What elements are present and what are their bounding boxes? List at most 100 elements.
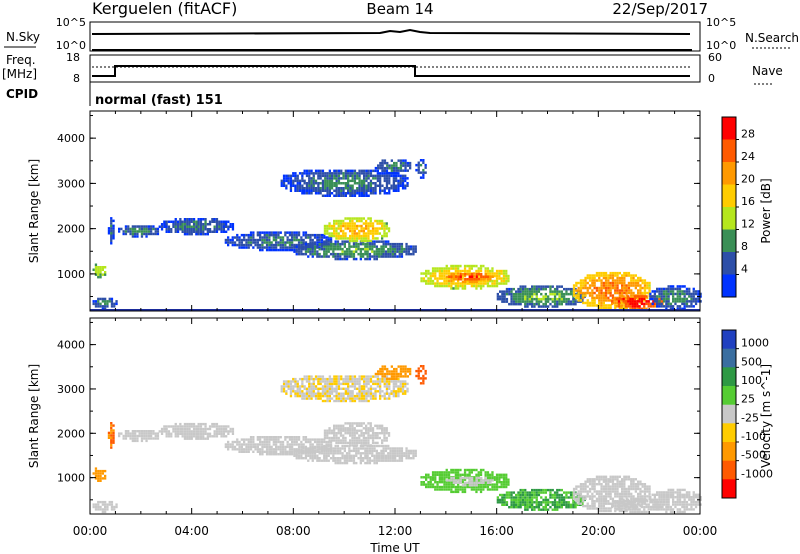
power-cell [376,177,379,180]
velocity-cell [547,501,550,504]
velocity-cell [366,461,369,465]
velocity-cell [376,385,379,388]
velocity-cell [422,365,425,368]
power-cell [282,177,286,180]
velocity-cell [450,476,453,480]
power-cell [379,189,382,192]
power-cell [651,302,654,306]
velocity-cell [371,447,374,450]
velocity-cell [579,483,583,486]
power-cell [369,189,373,192]
power-cell [376,232,379,235]
power-cell [202,230,205,233]
velocity-cell [591,478,594,481]
velocity-cell [364,454,367,457]
velocity-cell [394,452,397,455]
power-cell [358,229,361,233]
power-cell [464,280,467,283]
power-cell [285,177,288,180]
velocity-cell [309,454,312,457]
power-cell [279,243,282,247]
power-cell [229,223,232,226]
power-cell [186,218,189,221]
velocity-cell [344,399,347,403]
velocity-cell [560,488,563,492]
power-cell [533,290,536,293]
velocity-cell [261,448,264,451]
velocity-cell [358,439,361,442]
velocity-cell [383,394,386,398]
power-cell [618,306,621,310]
velocity-cell [355,422,359,425]
power-cell [688,300,691,303]
power-cell [558,290,561,293]
power-cell [620,297,623,301]
power-cell [289,189,293,192]
velocity-cell [424,377,427,380]
power-cell [323,255,326,258]
power-cell [404,164,407,167]
power-cell [616,289,619,292]
velocity-cell [318,457,321,460]
power-cell [281,241,285,244]
radar-title: Kerguelen (fitACF) [92,0,237,18]
power-cell [366,245,369,248]
power-cell [400,242,404,246]
velocity-cell [399,390,402,393]
velocity-cell [104,510,107,514]
velocity-cell [521,501,525,504]
power-cell [369,182,373,185]
power-cell [360,194,363,197]
power-cell [160,223,164,226]
power-cell [365,237,368,240]
power-cell [170,220,173,223]
power-cell [339,229,343,233]
power-cell [475,287,478,290]
power-cell [678,307,682,311]
velocity-cell [379,380,382,383]
power-cell [407,250,410,253]
power-cell [337,169,341,173]
power-cell [305,172,309,175]
velocity-cell [429,483,432,486]
power-cell [394,252,397,256]
power-cell [360,237,363,240]
velocity-cell [110,439,113,442]
velocity-cell [350,454,353,457]
velocity-cell [297,454,301,457]
velocity-cell [326,377,329,381]
power-cell [549,292,552,296]
power-cell [473,278,476,281]
power-cell [104,305,107,308]
power-cell [356,187,359,190]
power-cell [385,174,389,178]
velocity-cell [360,429,363,432]
velocity-cell [360,399,363,403]
power-cell [586,299,589,302]
velocity-cell [320,459,324,462]
velocity-cell [261,453,264,456]
velocity-cell [220,430,223,433]
power-cell [363,174,366,178]
velocity-cell [303,394,306,398]
power-cell [336,252,340,256]
velocity-cell [104,505,107,509]
velocity-cell [188,432,191,435]
power-cell [195,230,198,233]
power-cell [324,189,327,192]
power-cell [584,279,587,282]
power-cell [326,177,329,180]
power-cell [304,241,308,244]
velocity-cell [300,454,303,457]
velocity-cell [390,392,393,395]
power-cell [263,238,266,242]
power-cell [473,272,476,275]
power-cell [672,305,675,308]
velocity-cell [360,394,363,398]
velocity-cell [326,397,329,400]
power-cell [99,268,102,271]
velocity-cell [204,430,207,433]
velocity-cell [558,493,561,497]
velocity-cell [373,459,376,462]
velocity-cell [515,501,518,504]
